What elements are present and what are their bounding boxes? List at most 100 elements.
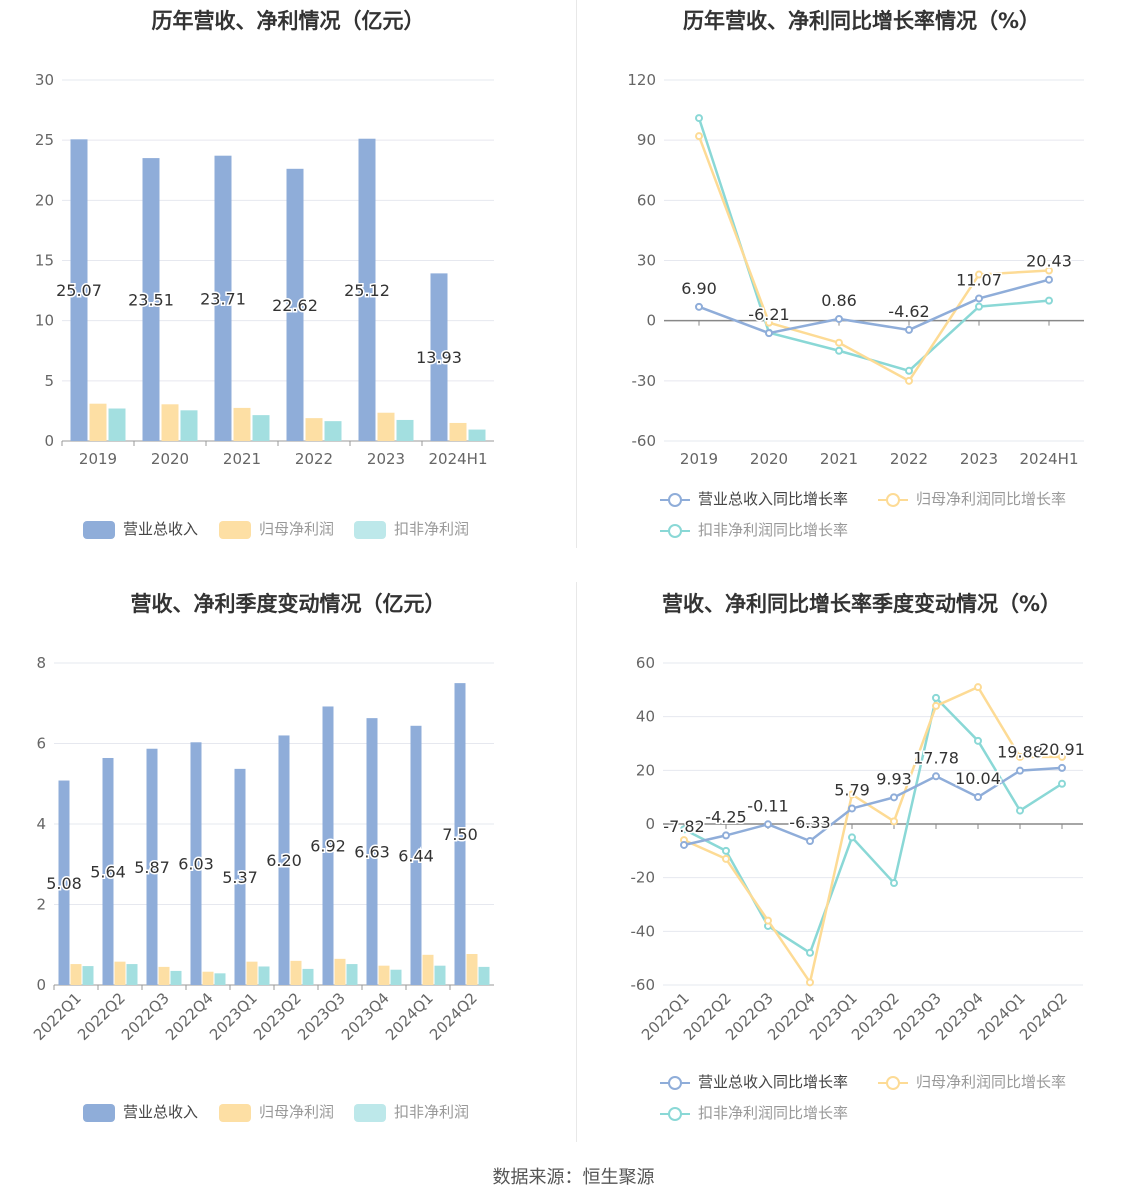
x-tick-label: 2022Q2 [74,989,129,1044]
data-label: 7.50 [442,825,478,844]
data-label: 0.86 [821,291,857,310]
data-label: -6.33 [789,813,830,832]
bar-revenue [146,748,158,985]
x-tick-label: 2022 [295,450,333,468]
bar-net-profit [246,961,258,985]
x-tick-label: 2023Q3 [294,989,349,1044]
data-point [1058,779,1066,788]
data-point [1045,275,1053,284]
data-point [1058,752,1066,761]
line-chart-annual: -60 -30 0 30 60 90 120 2019 2020 2021 2022 2023 2024… [627,71,1084,468]
bar-net-profit [305,418,323,441]
data-point [975,270,983,279]
x-tick-label: 2024Q2 [426,989,481,1044]
bar-chart-annual: 0 5 10 15 20 25 30 2019 25.07 2020 23.51 2021 23.71 2… [35,71,494,468]
data-label: 17.78 [913,748,959,767]
y-tick-label: 4 [36,815,46,833]
y-tick-label: 25 [35,131,54,149]
legend-item-net-profit-growth[interactable]: 归母净利润同比增长率 [878,1071,1066,1092]
net-profit-growth-line [683,685,1062,986]
data-label: 9.93 [876,769,912,788]
data-label: 20.43 [1026,252,1072,271]
data-point [1058,763,1066,772]
data-label: 13.93 [416,348,462,367]
bar-net-profit [89,403,107,441]
data-point [1016,806,1024,815]
data-point [905,366,913,375]
legend-item-revenue[interactable]: 营业总收入 [83,1101,198,1122]
data-point [932,693,940,702]
legend-item-revenue[interactable]: 营业总收入 [83,518,198,539]
data-label: 25.07 [56,281,102,300]
y-tick-label: -30 [632,372,657,390]
legend-item-revenue-growth[interactable]: 营业总收入同比增长率 [660,488,848,509]
legend-item-deducted-growth[interactable]: 扣非净利润同比增长率 [660,1102,848,1123]
bar-deducted-profit [170,970,182,985]
data-point [680,840,688,849]
data-label: 6.20 [266,851,302,870]
y-tick-label: -20 [631,869,656,887]
data-label: 19.88 [997,743,1043,762]
y-tick-label: 30 [35,71,54,89]
legend-item-deducted-profit[interactable]: 扣非净利润 [354,1101,469,1122]
y-tick-label: 0 [646,312,656,330]
x-tick-label: 2024Q1 [382,989,437,1044]
bar-net-profit [70,964,82,985]
y-tick-label: 5 [44,372,54,390]
data-label: 22.62 [272,296,318,315]
x-tick-label: 2021 [820,450,858,468]
bar-revenue [366,718,378,985]
legend-item-net-profit[interactable]: 归母净利润 [219,518,334,539]
data-source: 数据来源：恒生聚源 [492,1167,655,1188]
data-point [835,346,843,355]
data-label: -6.21 [748,305,789,324]
bar-revenue [286,168,304,441]
legend-item-net-profit-growth[interactable]: 归母净利润同比增长率 [878,488,1066,509]
x-tick-label: 2019 [680,450,718,468]
data-point [1016,752,1024,761]
data-point [835,338,843,347]
legend-item-deducted-growth[interactable]: 扣非净利润同比增长率 [660,519,848,540]
divider-top [576,0,577,548]
data-point [890,817,898,826]
bar-net-profit [290,960,302,985]
x-tick-label: 2023Q2 [250,989,305,1044]
y-tick-label: 0 [36,976,46,994]
x-tick-label: 2021 [223,450,261,468]
data-point [765,329,773,338]
data-point [1016,766,1024,775]
data-point [806,948,814,957]
legend-item-net-profit[interactable]: 归母净利润 [219,1101,334,1122]
data-point [848,804,856,813]
data-label: 20.91 [1039,740,1085,759]
y-tick-label: 0 [645,815,655,833]
y-tick-label: 20 [35,191,54,209]
data-point [848,790,856,799]
bar-deducted-profit [346,964,358,985]
data-point [835,314,843,323]
data-point [974,793,982,802]
chart-title: 历年营收、净利情况（亿元） [151,9,425,33]
data-point [695,114,703,123]
legend-item-deducted-profit[interactable]: 扣非净利润 [354,518,469,539]
y-tick-label: 15 [35,252,54,270]
data-point [722,831,730,840]
x-tick-label: 2024H1 [429,450,488,468]
data-point [765,318,773,327]
bar-chart-quarterly: 0 2 4 6 8 2022Q1 5.08 2022Q2 5.64 2022Q3 5.87 2022Q… [30,654,494,1044]
x-tick-label: 2020 [750,450,788,468]
y-tick-label: 30 [637,252,656,270]
bar-deducted-profit [434,965,446,985]
chart-title: 营收、净利同比增长率季度变动情况（%） [661,592,1062,616]
deducted-growth-line [697,117,1050,373]
legend-item-revenue-growth[interactable]: 营业总收入同比增长率 [660,1071,848,1092]
bar-deducted-profit [126,964,138,985]
x-tick-label: 2022 [890,450,928,468]
y-tick-label: -40 [631,922,656,940]
bar-deducted-profit [252,415,270,441]
bar-revenue [102,757,114,985]
bar-deducted-profit [396,419,414,441]
data-point [1045,296,1053,305]
bar-deducted-profit [108,408,126,441]
y-tick-label: 0 [44,432,54,450]
